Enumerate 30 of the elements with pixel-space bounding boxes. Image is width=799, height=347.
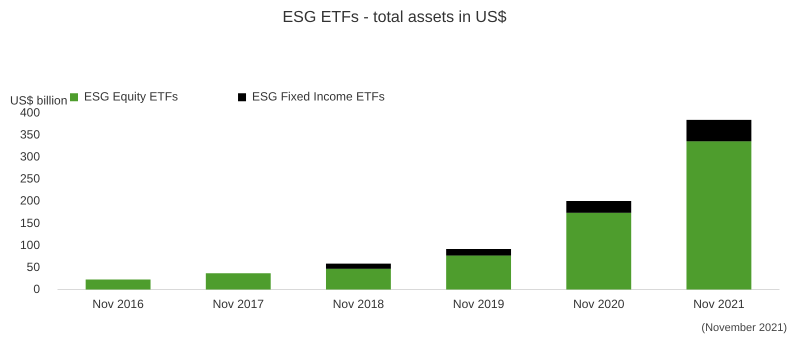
- x-tick-label: Nov 2017: [212, 297, 264, 312]
- y-tick-label: 0: [33, 282, 40, 296]
- x-tick-label: Nov 2021: [693, 297, 745, 312]
- y-tick-label: 100: [20, 238, 40, 252]
- x-tick-label: Nov 2016: [92, 297, 144, 312]
- text: (November 2021): [701, 322, 787, 334]
- bar: [566, 200, 632, 213]
- y-tick-label: 150: [20, 216, 40, 230]
- bar: [326, 264, 391, 269]
- bar: [446, 256, 512, 290]
- chart-title: ESG ETFs - total assets in US$: [282, 9, 507, 26]
- bar: [326, 268, 391, 290]
- bar: [686, 141, 752, 290]
- y-tick-label: 400: [20, 106, 40, 120]
- y-tick-label: 350: [20, 128, 40, 142]
- legend-label: ESG Fixed Income ETFs: [252, 90, 385, 104]
- bar: [686, 120, 752, 142]
- legend-label: ESG Equity ETFs: [84, 90, 178, 104]
- bar: [566, 212, 632, 290]
- x-tick-label: Nov 2020: [573, 297, 625, 312]
- bar: [206, 273, 271, 290]
- bar: [446, 249, 512, 256]
- y-tick-label: 50: [26, 260, 40, 274]
- x-tick-label: Nov 2018: [332, 297, 384, 312]
- y-axis-title: US$ billion: [10, 94, 68, 108]
- x-tick-label: Nov 2019: [452, 297, 505, 312]
- y-tick-label: 250: [20, 172, 40, 186]
- y-tick-label: 300: [20, 150, 40, 164]
- bar: [86, 279, 151, 290]
- y-tick-label: 200: [20, 194, 40, 208]
